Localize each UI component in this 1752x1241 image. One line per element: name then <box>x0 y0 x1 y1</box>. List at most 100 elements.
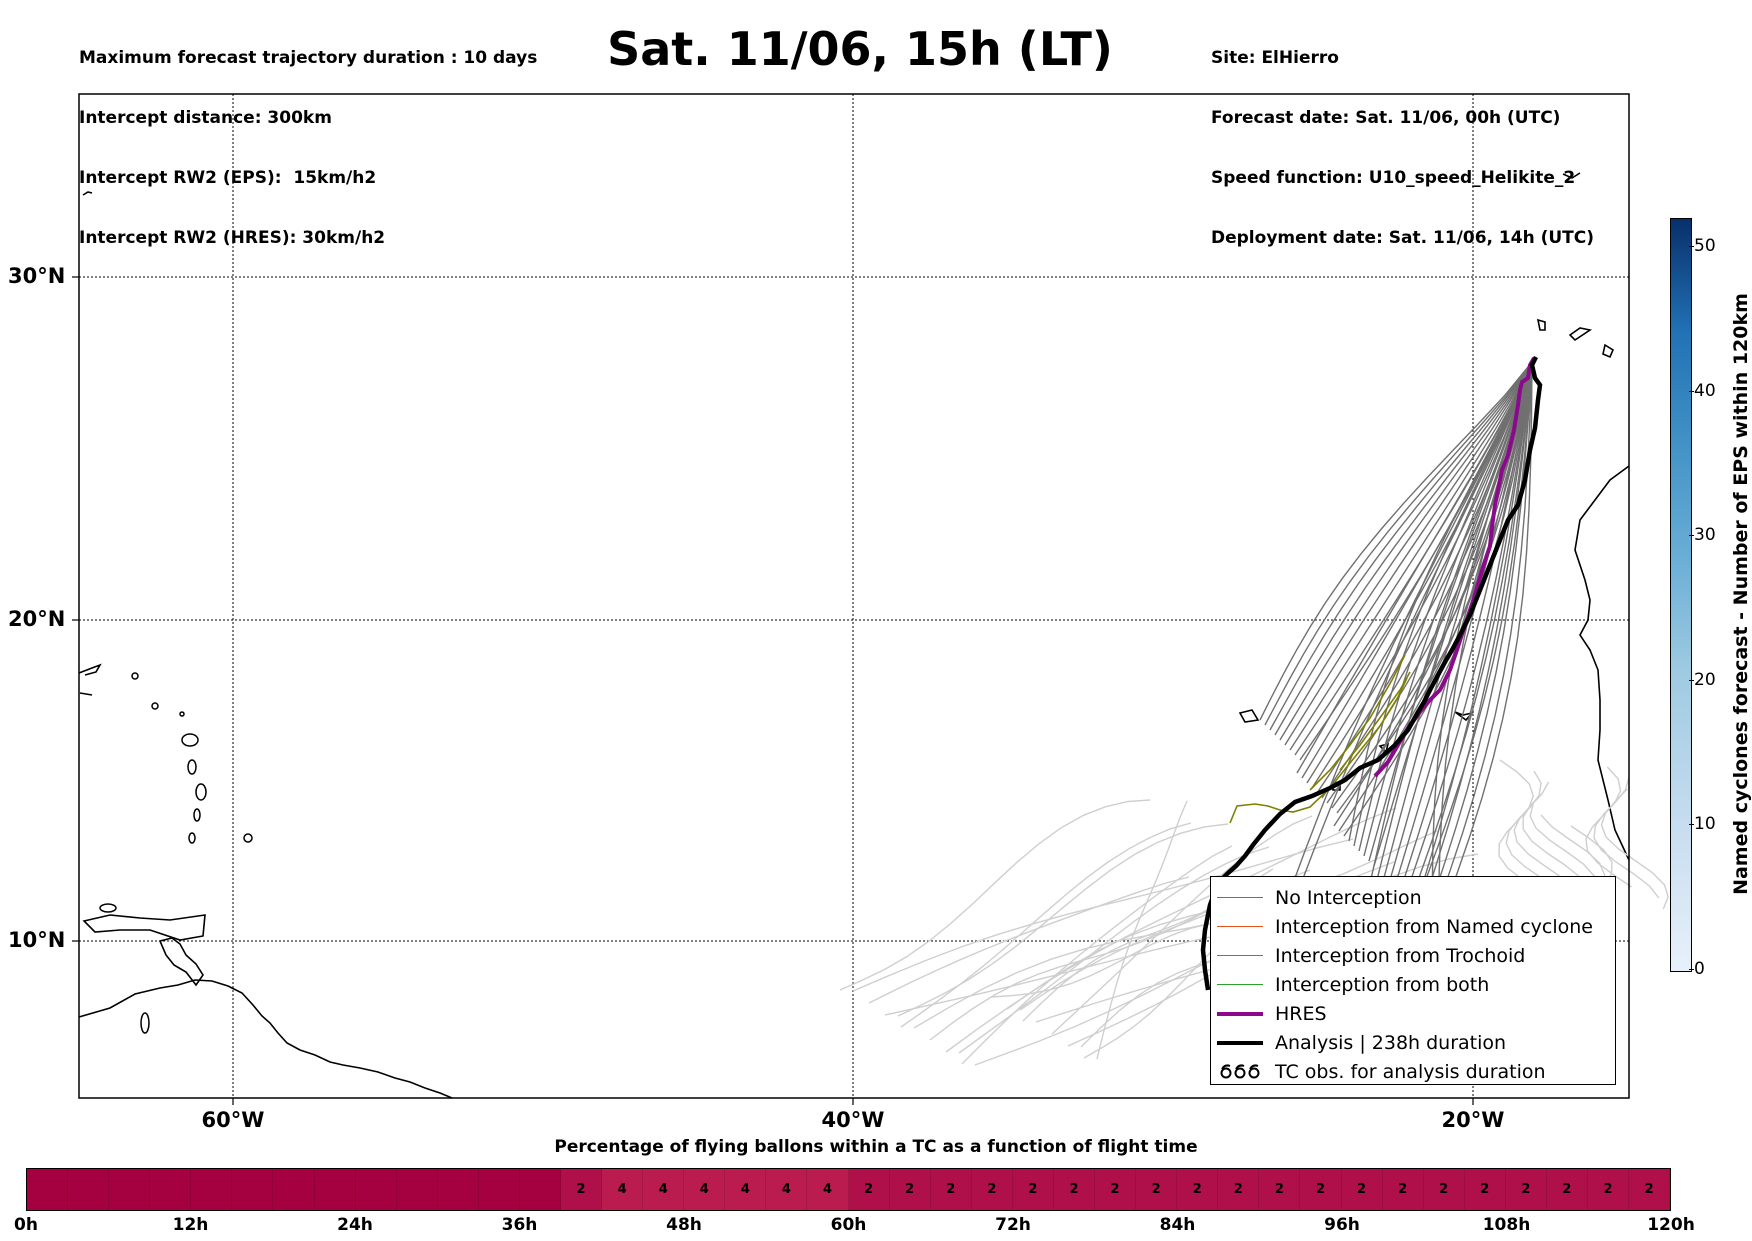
legend-label: HRES <box>1275 1002 1327 1025</box>
timeline-segment: 4 <box>766 1169 808 1210</box>
coastlines <box>78 172 1630 1099</box>
lat-label-20n: 20°N <box>8 607 66 631</box>
caribbean-islands <box>99 672 253 1034</box>
timeline-tick-label: 24h <box>337 1215 373 1235</box>
timeline-segment: 2 <box>1053 1169 1096 1210</box>
map-ticks <box>72 276 1474 1105</box>
ensemble-trajectory <box>1259 361 1533 721</box>
ensemble-trajectory <box>1269 361 1533 731</box>
ensemble-trajectory <box>1400 361 1533 910</box>
map-legend: No Interception Interception from Named … <box>1210 876 1616 1085</box>
timeline-segment <box>478 1169 520 1210</box>
light-trajectory <box>897 823 1229 1017</box>
ensemble-trajectory <box>1279 361 1533 741</box>
timeline-segment: 2 <box>930 1169 972 1210</box>
timeline-segment: 2 <box>971 1169 1013 1210</box>
timeline-segment: 2 <box>1587 1169 1630 1210</box>
lon-label-20w: 20°W <box>1441 1108 1505 1132</box>
cyclone-symbol-icon <box>1220 1063 1260 1078</box>
ensemble-trajectory <box>1363 361 1533 857</box>
light-trajectory <box>1585 766 1632 888</box>
ensemble-trajectory <box>1368 361 1533 862</box>
timeline-segment <box>396 1169 438 1210</box>
colorbar <box>1670 218 1692 972</box>
light-trajectory <box>900 822 1192 1028</box>
timeline-segment: 2 <box>848 1169 890 1210</box>
timeline-segment <box>519 1169 562 1210</box>
lat-label-10n: 10°N <box>8 928 66 952</box>
timeline-title: Percentage of flying ballons within a TC… <box>554 1137 1198 1157</box>
timeline-segment <box>191 1169 233 1210</box>
ensemble-trajectory <box>1284 361 1533 746</box>
header-right-line: Speed function: U10_speed_Helikite_2 <box>1211 168 1576 188</box>
light-trajectory <box>1096 800 1188 1060</box>
legend-item-no-interception: No Interception <box>1211 883 1615 912</box>
timeline-segment: 4 <box>602 1169 644 1210</box>
legend-item-tc-obs: TC obs. for analysis duration <box>1211 1057 1615 1086</box>
colorbar-tick-label: 0 <box>1689 959 1705 979</box>
timeline-segment <box>273 1169 315 1210</box>
page-title: Sat. 11/06, 15h (LT) <box>607 22 1113 76</box>
timeline-segment: 2 <box>1259 1169 1301 1210</box>
timeline-segment: 2 <box>1423 1169 1465 1210</box>
colorbar-tick-label: 10 <box>1689 814 1716 835</box>
ensemble-trajectory <box>1331 361 1533 809</box>
timeline-segment: 4 <box>684 1169 726 1210</box>
timeline-segment: 2 <box>1095 1169 1137 1210</box>
timeline-tick-label: 36h <box>501 1215 538 1235</box>
timeline-segment: 2 <box>1218 1169 1260 1210</box>
colorbar-tick-label: 30 <box>1689 525 1716 546</box>
ensemble-trajectory <box>1412 361 1533 938</box>
timeline-tick-label: 12h <box>172 1215 209 1235</box>
legend-item-trochoid: Interception from Trochoid <box>1211 941 1615 970</box>
timeline-segment <box>232 1169 274 1210</box>
timeline-segment: 2 <box>1341 1169 1383 1210</box>
timeline-tick-label: 96h <box>1324 1215 1360 1235</box>
timeline-segment <box>150 1169 192 1210</box>
timeline-tick-label: 120h <box>1647 1215 1695 1235</box>
timeline-segment: 2 <box>561 1169 603 1210</box>
header-right-line: Deployment date: Sat. 11/06, 14h (UTC) <box>1211 228 1595 248</box>
lon-label-60w: 60°W <box>201 1108 265 1132</box>
legend-item-both: Interception from both <box>1211 970 1615 999</box>
legend-item-hres: HRES <box>1211 999 1615 1028</box>
light-trajectory <box>958 846 1270 1054</box>
timeline-segment <box>27 1169 69 1210</box>
light-trajectory <box>852 838 1354 992</box>
ensemble-trajectory <box>1301 361 1533 779</box>
header-left-line: Intercept RW2 (EPS): 15km/h2 <box>79 168 377 188</box>
timeline-tick-label: 108h <box>1482 1215 1531 1235</box>
timeline-segment: 4 <box>725 1169 767 1210</box>
ensemble-trajectory <box>1407 361 1533 933</box>
lat-label-30n: 30°N <box>8 264 66 288</box>
ensemble-trajectory <box>1427 361 1533 953</box>
timeline-segment: 4 <box>807 1169 849 1210</box>
ensemble-trajectory <box>1264 361 1533 726</box>
timeline-segment <box>314 1169 356 1210</box>
ensemble-trajectory <box>1373 361 1533 867</box>
ensemble-trajectory <box>1410 361 1533 920</box>
header-left-line: Intercept distance: 300km <box>79 108 332 128</box>
lon-label-40w: 40°W <box>821 1108 885 1132</box>
legend-label: Interception from Named cyclone <box>1275 915 1593 938</box>
light-trajectory <box>1498 759 1535 881</box>
ensemble-trajectory <box>1299 361 1533 761</box>
timeline-segment: 2 <box>1300 1169 1342 1210</box>
trochoid-interception-tracks <box>1229 654 1411 824</box>
ensemble-trajectory <box>1405 361 1533 915</box>
analysis-track <box>1200 355 1543 991</box>
ensemble-trajectory <box>1437 361 1533 963</box>
legend-label: No Interception <box>1275 886 1422 909</box>
ensemble-trajectory <box>1262 361 1533 968</box>
legend-label: Analysis | 238h duration <box>1275 1031 1507 1054</box>
timeline-segment: 2 <box>1382 1169 1424 1210</box>
legend-label: TC obs. for analysis duration <box>1275 1060 1546 1083</box>
colorbar-tick-label: 40 <box>1689 380 1716 401</box>
timeline-segment: 4 <box>643 1169 685 1210</box>
timeline-segment: 2 <box>1464 1169 1506 1210</box>
timeline-tick-label: 0h <box>14 1215 38 1235</box>
ensemble-trajectory <box>1311 361 1533 789</box>
light-trajectory <box>839 799 1151 991</box>
